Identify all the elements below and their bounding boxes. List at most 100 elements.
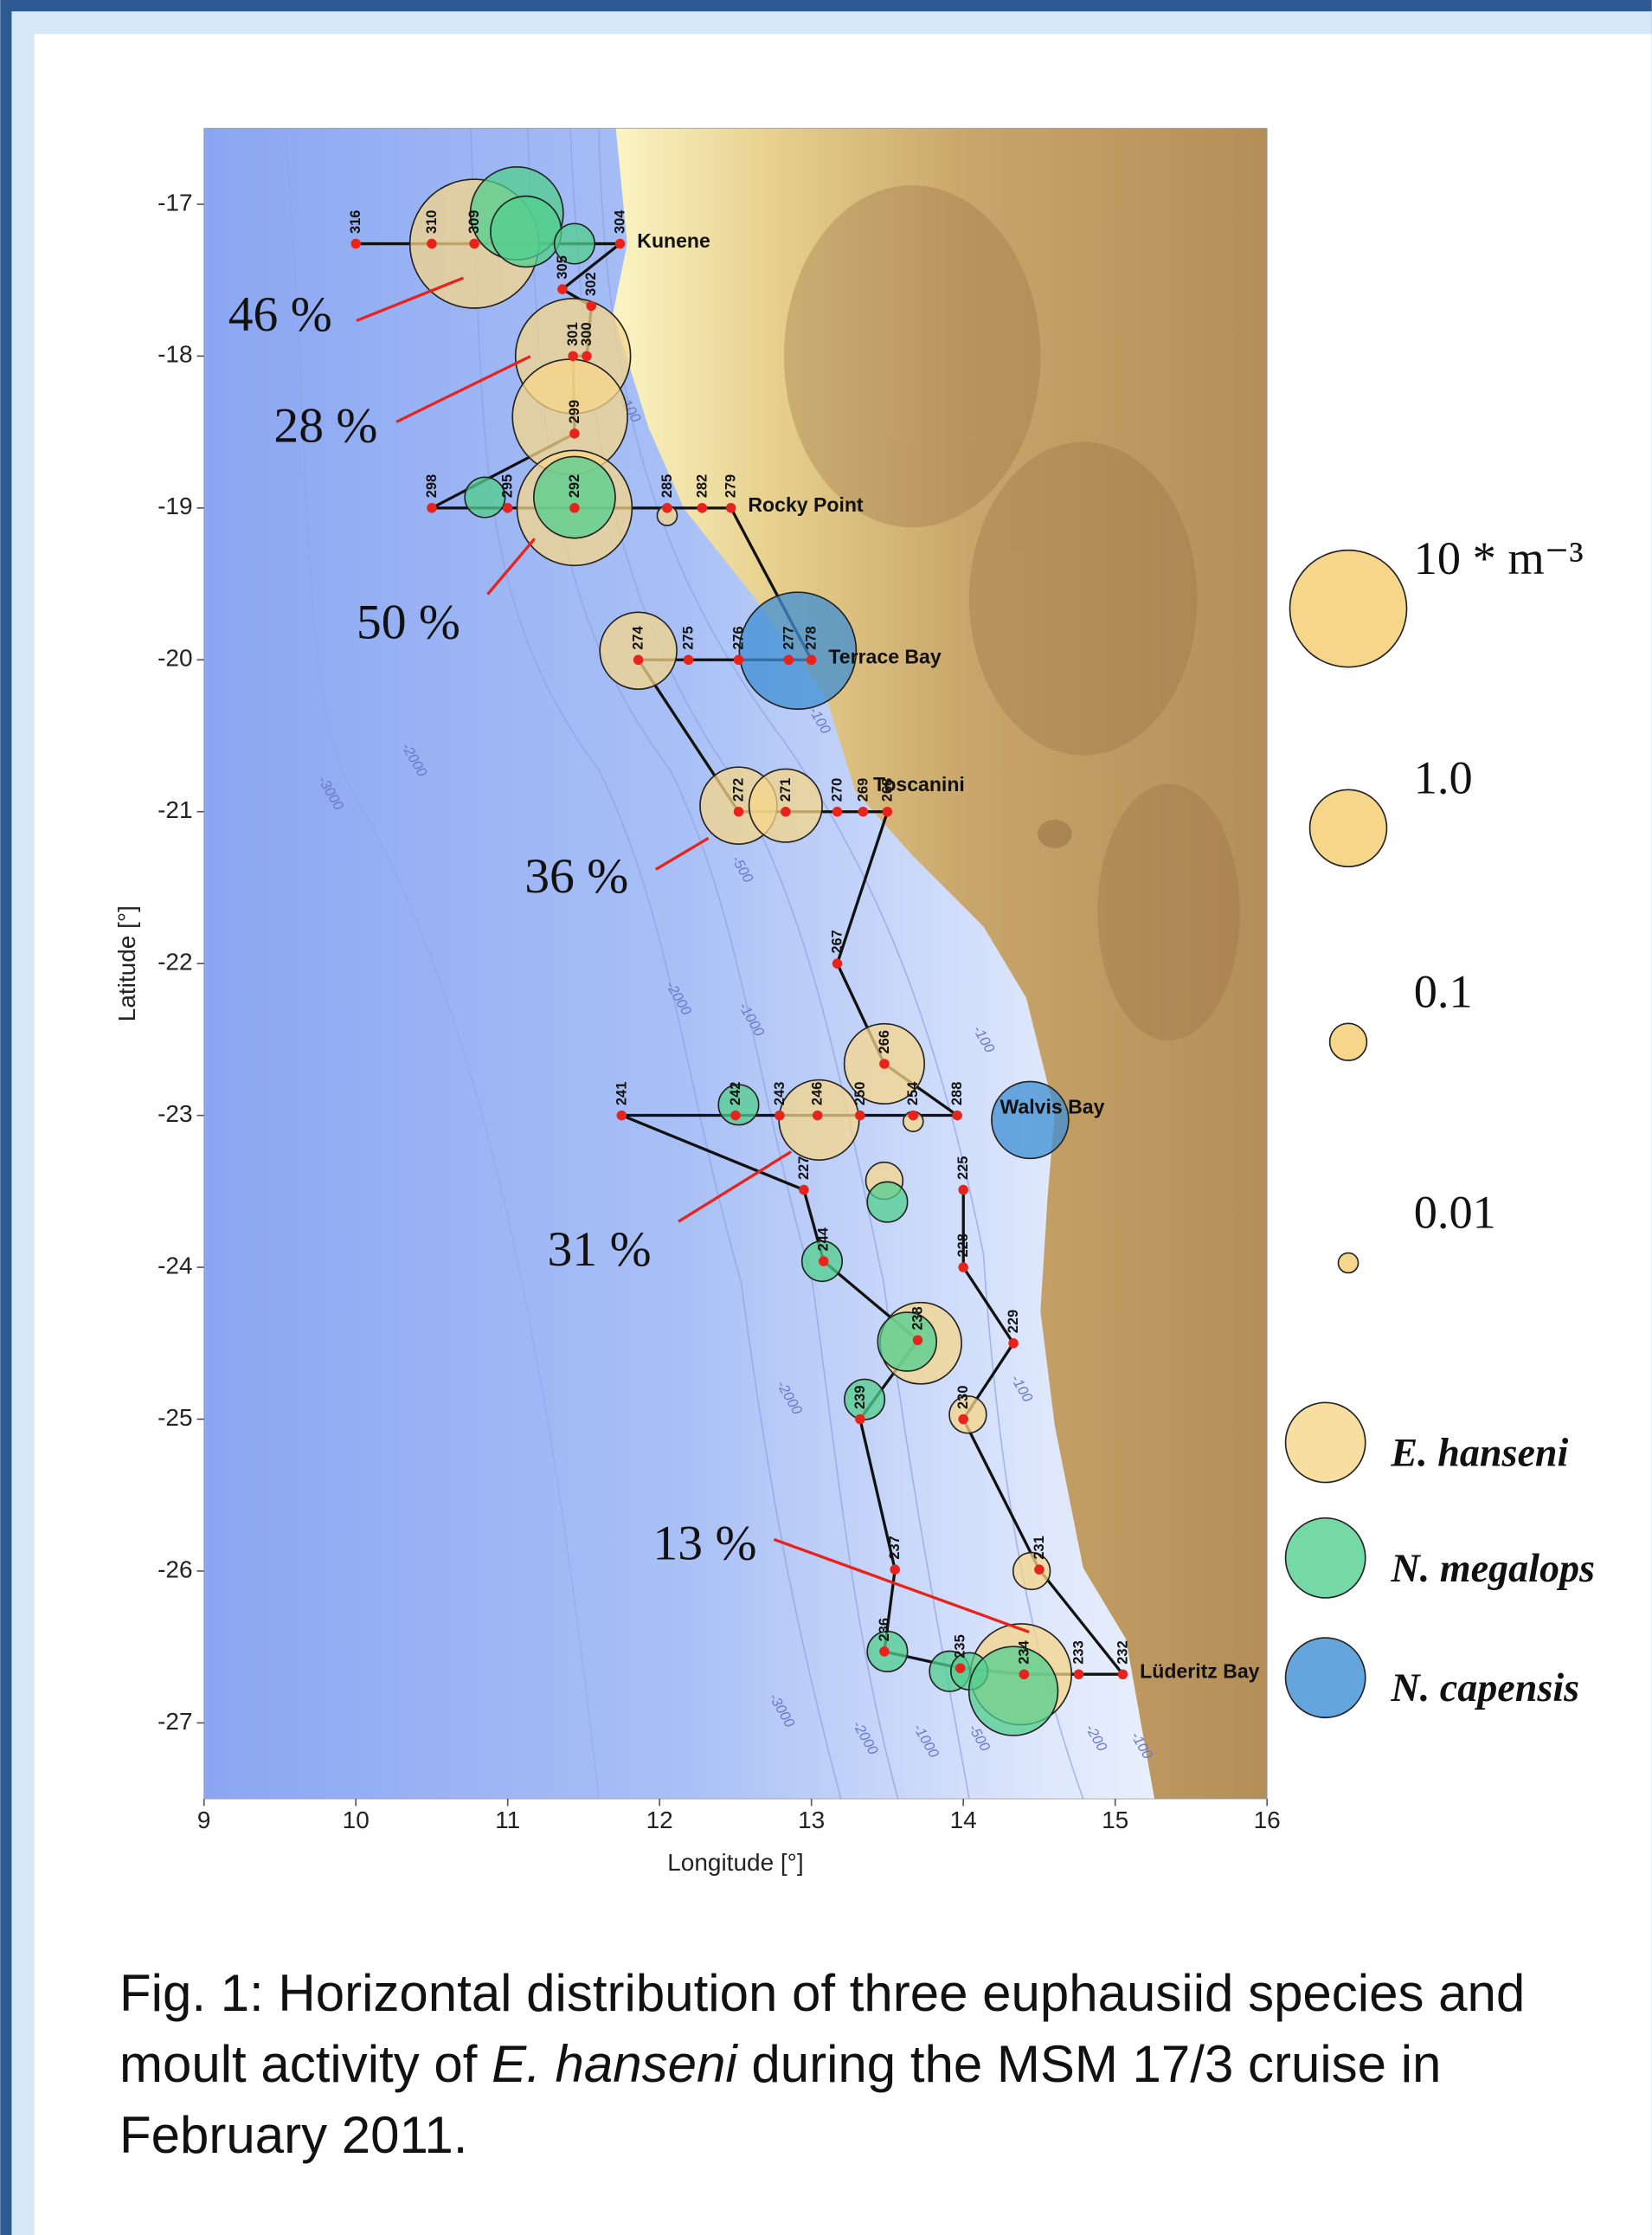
station-label: 275	[680, 626, 696, 649]
station-label: 298	[424, 474, 440, 498]
y-tick-label: -17	[157, 189, 192, 216]
annotation: 46 %	[228, 287, 332, 342]
station	[858, 807, 869, 817]
caption: Fig. 1: Horizontal distribution of three…	[119, 1958, 1591, 2171]
station-label: 309	[466, 210, 482, 234]
station-label: 292	[567, 474, 582, 498]
station	[469, 239, 479, 249]
legend-swatch	[1286, 1638, 1366, 1717]
y-tick-label: -20	[157, 645, 192, 672]
y-tick-label: -19	[157, 493, 192, 519]
size-legend-mark	[1289, 551, 1406, 667]
station-label: 277	[781, 626, 796, 649]
station	[1118, 1669, 1128, 1679]
station	[908, 1111, 918, 1121]
bubble	[969, 1646, 1058, 1736]
station	[958, 1262, 968, 1272]
annotation: 50 %	[357, 596, 460, 650]
station	[855, 1111, 865, 1121]
size-legend-label: 0.1	[1414, 966, 1473, 1018]
station-label: 232	[1115, 1640, 1130, 1664]
station	[615, 239, 626, 249]
place-label: Walvis Bay	[1000, 1095, 1105, 1118]
station-label: 295	[500, 474, 516, 498]
station	[955, 1663, 966, 1673]
station	[734, 655, 744, 666]
station	[775, 1111, 785, 1121]
legend-label: N. megalops	[1390, 1546, 1595, 1590]
station-label: 231	[1032, 1536, 1047, 1559]
station-label: 266	[877, 1030, 892, 1053]
size-legend-label: 10 * m⁻³	[1414, 532, 1584, 584]
station	[784, 655, 794, 666]
station-label: 230	[955, 1386, 971, 1409]
station	[952, 1111, 962, 1121]
map-chart: -100-2000-3000-500-100-2000-1000-100-200…	[0, 0, 1652, 2235]
size-legend-label: 0.01	[1414, 1187, 1496, 1239]
station-label: 239	[852, 1386, 868, 1409]
station	[569, 428, 580, 439]
station	[350, 239, 361, 249]
station-label: 250	[852, 1082, 868, 1105]
size-legend-mark	[1310, 789, 1387, 866]
station	[832, 807, 843, 817]
x-tick-label: 15	[1102, 1807, 1128, 1833]
station-label: 282	[694, 474, 710, 498]
station	[958, 1414, 968, 1425]
station-label: 301	[565, 322, 581, 345]
station-label: 267	[829, 930, 845, 953]
annotation: 31 %	[548, 1222, 652, 1277]
station-label: 288	[949, 1082, 965, 1105]
station-label: 285	[659, 474, 675, 498]
bubble	[600, 612, 677, 689]
station	[427, 239, 437, 249]
legend-label: E. hanseni	[1390, 1430, 1568, 1474]
station	[913, 1336, 923, 1346]
station-label: 243	[772, 1082, 787, 1105]
station-label: 305	[555, 255, 570, 279]
station-label: 270	[829, 778, 845, 802]
station	[819, 1256, 829, 1266]
size-legend-label: 1.0	[1414, 751, 1473, 803]
station	[879, 1059, 890, 1069]
station	[813, 1111, 823, 1121]
station	[855, 1414, 865, 1425]
station-label: 238	[910, 1306, 925, 1330]
station	[1008, 1338, 1019, 1349]
y-tick-label: -27	[157, 1708, 192, 1735]
y-tick-label: -24	[157, 1252, 192, 1279]
x-axis-label: Longitude [°]	[667, 1849, 803, 1876]
station-label: 229	[1006, 1310, 1021, 1333]
station	[832, 958, 843, 969]
station-label: 274	[631, 625, 646, 649]
station	[890, 1564, 900, 1575]
station	[633, 655, 644, 666]
size-legend-mark	[1330, 1023, 1367, 1060]
station-label: 241	[614, 1082, 629, 1105]
station-label: 276	[730, 626, 746, 649]
size-legend-mark	[1338, 1253, 1358, 1272]
station	[582, 351, 592, 362]
x-tick-label: 11	[495, 1807, 520, 1833]
station-label: 244	[816, 1227, 832, 1251]
place-label: Rocky Point	[748, 493, 864, 516]
place-label: Lüderitz Bay	[1140, 1660, 1259, 1683]
x-tick-label: 9	[197, 1807, 211, 1833]
x-tick-label: 10	[343, 1807, 370, 1833]
station-label: 237	[887, 1536, 903, 1559]
x-tick-label: 14	[950, 1807, 977, 1833]
station	[799, 1185, 809, 1195]
bubble	[877, 1312, 936, 1371]
station	[617, 1111, 627, 1121]
station	[586, 301, 596, 312]
station-label: 299	[567, 400, 582, 423]
station	[503, 503, 513, 513]
x-tick-label: 13	[798, 1807, 825, 1833]
station	[684, 655, 694, 666]
y-tick-label: -18	[157, 341, 192, 368]
station	[568, 351, 578, 362]
station	[1019, 1669, 1030, 1679]
station-label: 246	[810, 1082, 826, 1105]
page: -100-2000-3000-500-100-2000-1000-100-200…	[0, 0, 1652, 2235]
station-label: 300	[579, 322, 595, 345]
